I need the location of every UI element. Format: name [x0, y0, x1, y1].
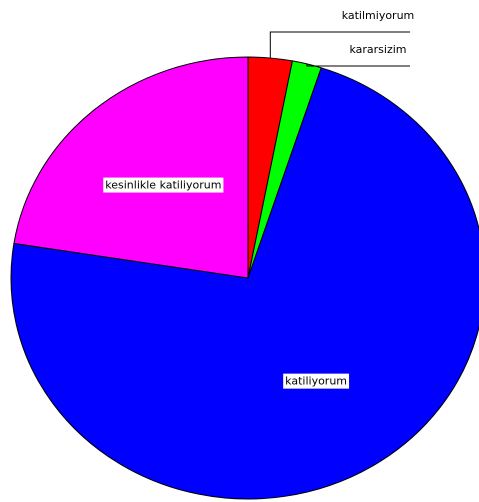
label-box: [103, 177, 224, 193]
leader-line: [306, 63, 410, 67]
labels: katilmiyorum kararsizim katiliyorum kesinli…: [103, 9, 414, 389]
slice-label: kesinlikle katiliyorum: [105, 179, 221, 192]
pie-slice: [10, 67, 479, 500]
slice-label: katiliyorum: [285, 375, 347, 388]
leader-line: [269, 31, 410, 58]
slice-label: katilmiyorum: [342, 9, 415, 22]
label-box: [283, 373, 350, 389]
pie-slice: [13, 56, 249, 279]
slice-label: kararsizim: [349, 43, 406, 56]
slices: [10, 56, 479, 500]
